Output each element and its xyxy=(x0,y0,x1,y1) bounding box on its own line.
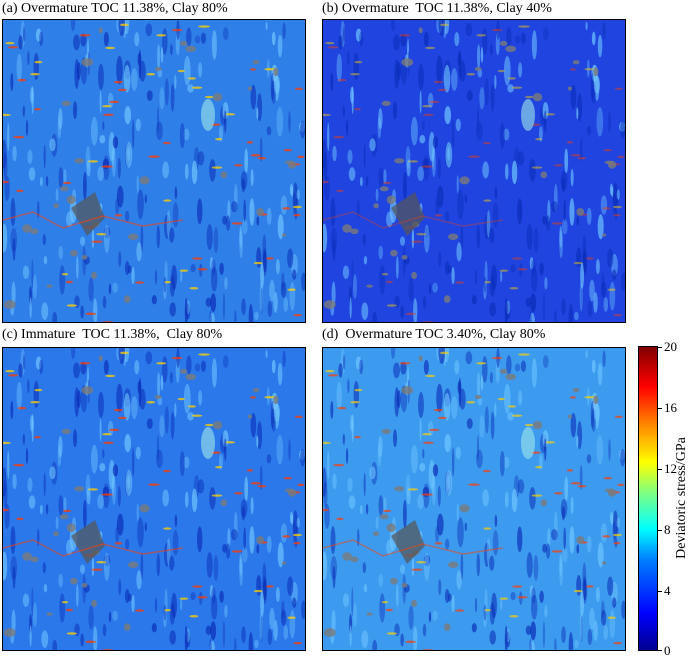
stress-map-d-svg xyxy=(323,348,625,650)
stress-field xyxy=(323,20,625,322)
tick-mark xyxy=(658,347,662,348)
panel-d-title: (d) Overmature TOC 3.40%, Clay 80% xyxy=(322,327,546,342)
colorbar xyxy=(638,346,658,651)
stress-map-d xyxy=(322,347,626,651)
tick-mark xyxy=(658,650,662,651)
tick-mark xyxy=(658,408,662,409)
panel-b-title: (b) Overmature TOC 11.38%, Clay 40% xyxy=(322,1,552,16)
tick-mark xyxy=(658,591,662,592)
colorbar-tick-12: 12 xyxy=(664,461,677,476)
stress-map-b-svg xyxy=(323,20,625,322)
stress-map-a xyxy=(2,19,306,323)
colorbar-tick-0: 0 xyxy=(664,643,671,658)
colorbar-label: Deviatoric stress/GPa xyxy=(674,437,689,559)
stress-map-c xyxy=(2,347,306,651)
colorbar-tick-16: 16 xyxy=(664,400,677,415)
colorbar-tick-20: 20 xyxy=(664,339,677,354)
panel-a-title: (a) Overmature TOC 11.38%, Clay 80% xyxy=(2,1,228,16)
colorbar-tick-4: 4 xyxy=(664,583,671,598)
panel-c-title: (c) Immature TOC 11.38%, Clay 80% xyxy=(2,327,223,342)
stress-map-c-svg xyxy=(3,348,305,650)
stress-map-b xyxy=(322,19,626,323)
tick-mark xyxy=(658,469,662,470)
tick-mark xyxy=(658,530,662,531)
colorbar-tick-8: 8 xyxy=(664,522,671,537)
stress-map-a-svg xyxy=(3,20,305,322)
